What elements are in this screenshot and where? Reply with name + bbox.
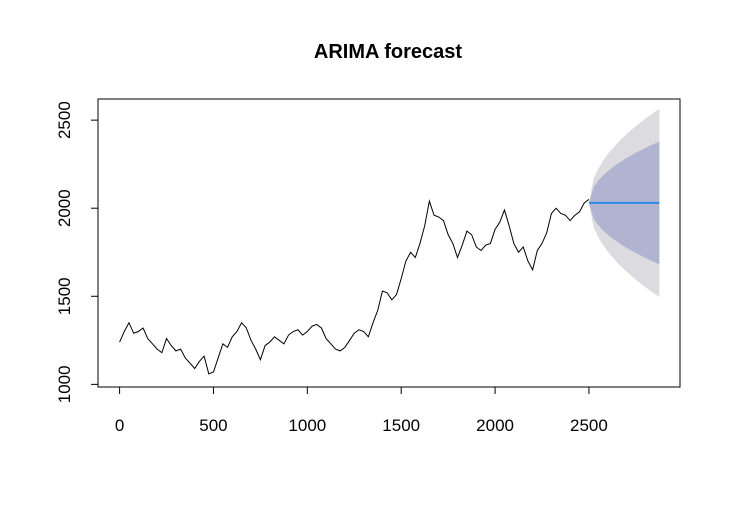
x-tick-label: 2500 <box>570 416 608 435</box>
x-tick-label: 500 <box>199 416 227 435</box>
x-tick-label: 2000 <box>476 416 514 435</box>
plot-box <box>97 98 681 388</box>
y-tick-label: 2000 <box>55 189 74 227</box>
y-tick-label: 1500 <box>55 277 74 315</box>
x-tick-label: 1000 <box>288 416 326 435</box>
x-tick-label: 0 <box>115 416 124 435</box>
y-tick-label: 1000 <box>55 365 74 403</box>
y-tick-label: 2500 <box>55 101 74 139</box>
series-line <box>119 199 590 375</box>
x-tick-label: 1500 <box>382 416 420 435</box>
chart-title: ARIMA forecast <box>314 41 463 63</box>
